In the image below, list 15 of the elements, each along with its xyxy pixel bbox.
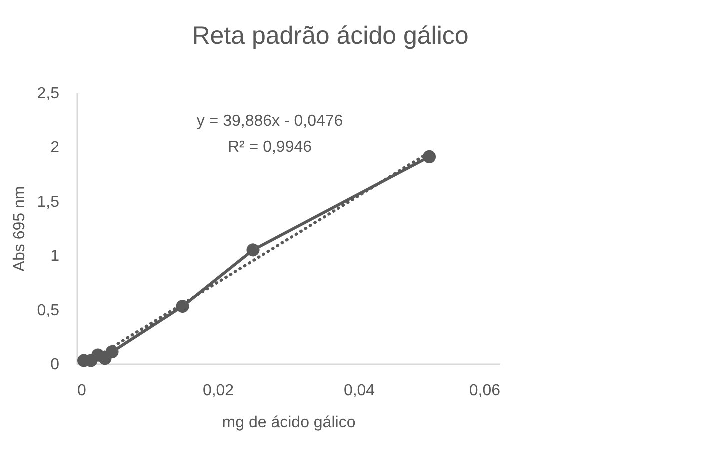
y-tick-label: 1,5 [37,194,60,211]
x-tick-label: 0,02 [202,382,234,400]
y-tick-label: 1 [50,248,60,266]
y-tick-label: 0 [50,356,60,374]
y-tick-label: 2 [50,140,60,157]
y-tick-label: 0,5 [37,302,60,320]
y-axis-title: Abs 695 nm [11,186,28,272]
x-tick-label: 0,06 [469,382,501,400]
chart-title: Reta padrão ácido gálico [192,22,469,50]
annotation: R² = 0,9946 [228,139,312,156]
x-tick-label: 0,04 [344,382,376,400]
annotation: y = 39,886x - 0,0476 [196,113,344,130]
x-axis-title: mg de ácido gálico [222,414,356,432]
x-tick-label: 0 [78,382,86,400]
y-tick-label: 2,5 [37,86,60,102]
